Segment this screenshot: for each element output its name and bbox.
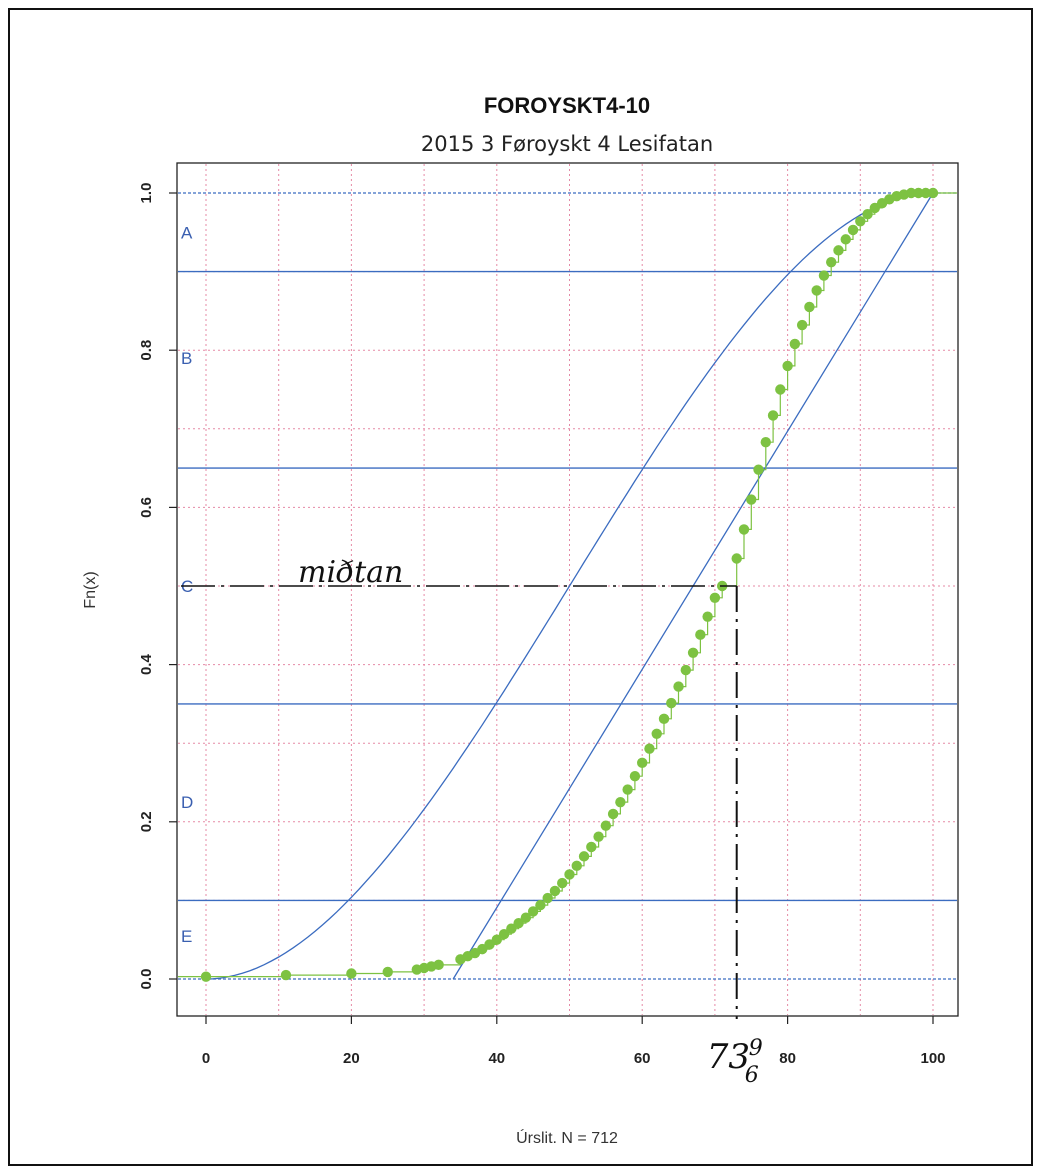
x-tick-label: 100 (920, 1050, 945, 1067)
data-point (629, 771, 641, 782)
data-point (811, 285, 822, 296)
y-axis-label: Fn(x) (82, 571, 99, 608)
data-point (666, 697, 677, 709)
data-point (542, 892, 553, 904)
data-point (855, 216, 866, 227)
data-point (491, 934, 502, 945)
data-point (200, 971, 212, 982)
data-point (622, 784, 633, 795)
data-point (782, 360, 793, 372)
data-point (753, 464, 764, 475)
grade-band-label-e: E (181, 927, 192, 946)
data-point (571, 860, 582, 872)
data-point (506, 923, 517, 934)
data-point (905, 187, 917, 199)
data-point (826, 256, 837, 268)
x-tick-label: 20 (343, 1050, 360, 1067)
data-point (673, 681, 684, 692)
ecdf-step-line (177, 192, 957, 978)
data-point (498, 928, 510, 940)
data-point (746, 494, 757, 505)
smooth-reference-curve (205, 192, 934, 980)
data-point (535, 899, 546, 911)
data-point (913, 187, 924, 199)
data-point (513, 917, 524, 929)
grade-band-label-d: D (181, 793, 193, 812)
data-point (767, 410, 779, 421)
y-tick-label: 0.8 (138, 340, 155, 361)
y-tick-label: 0.4 (138, 654, 155, 676)
data-point (644, 743, 655, 754)
data-point (775, 384, 786, 395)
y-tick-label: 0.6 (138, 497, 155, 518)
data-point (731, 553, 742, 564)
data-point (687, 647, 699, 659)
x-tick-label: 60 (634, 1050, 651, 1067)
data-point (818, 270, 830, 281)
data-point (862, 209, 873, 220)
data-points (177, 187, 957, 982)
x-tick-label: 80 (779, 1050, 796, 1067)
data-point (804, 301, 815, 313)
data-point (702, 611, 713, 622)
data-point (433, 959, 444, 971)
data-point (651, 728, 662, 739)
data-point (847, 224, 859, 236)
median-value: 73 (707, 1037, 750, 1077)
grade-band-label-b: B (181, 349, 192, 368)
chart-title: FOROYSKT4-10 (484, 93, 650, 118)
data-point (709, 592, 721, 603)
data-point (600, 820, 612, 831)
plot-frame (176, 162, 959, 1017)
axis-ticks: 0 20 40 60 80 100 0.0 0.2 0.4 0.6 0.8 1.0 (138, 183, 946, 1067)
median-fraction-top: 9 (749, 1036, 763, 1061)
data-point (615, 796, 626, 808)
y-tick-label: 1.0 (138, 183, 155, 204)
data-point (578, 851, 590, 862)
median-label: miðtan (298, 555, 403, 590)
data-point (520, 912, 532, 923)
x-tick-label: 0 (202, 1050, 210, 1067)
grid-lines (178, 164, 957, 1015)
data-point (840, 234, 851, 245)
data-point (927, 187, 939, 199)
data-point (789, 338, 801, 350)
data-point (527, 906, 539, 917)
data-point (564, 869, 575, 880)
data-point (833, 245, 844, 256)
x-axis-label: Úrslit. N = 712 (516, 1128, 618, 1147)
data-point (796, 319, 808, 331)
data-point (549, 885, 561, 897)
data-point (695, 629, 706, 640)
data-point (607, 808, 619, 820)
data-point (760, 436, 771, 448)
y-tick-label: 0.0 (138, 969, 155, 990)
data-point (738, 524, 750, 535)
data-point (680, 664, 692, 676)
median-fraction-bottom: 6 (745, 1063, 759, 1088)
page-frame (8, 8, 1033, 1166)
chart-subtitle: 2015 3 Føroyskt 4 Lesifatan (421, 132, 713, 156)
data-point (346, 968, 357, 979)
y-tick-label: 0.2 (138, 811, 155, 832)
data-point (658, 713, 670, 725)
data-point (557, 877, 568, 889)
data-point (920, 187, 931, 199)
data-point (637, 757, 648, 769)
data-point (280, 969, 292, 981)
data-point (593, 831, 604, 842)
data-point (586, 841, 597, 853)
data-point (382, 966, 393, 978)
grade-band-label-a: A (181, 223, 193, 242)
x-tick-label: 40 (488, 1050, 505, 1067)
